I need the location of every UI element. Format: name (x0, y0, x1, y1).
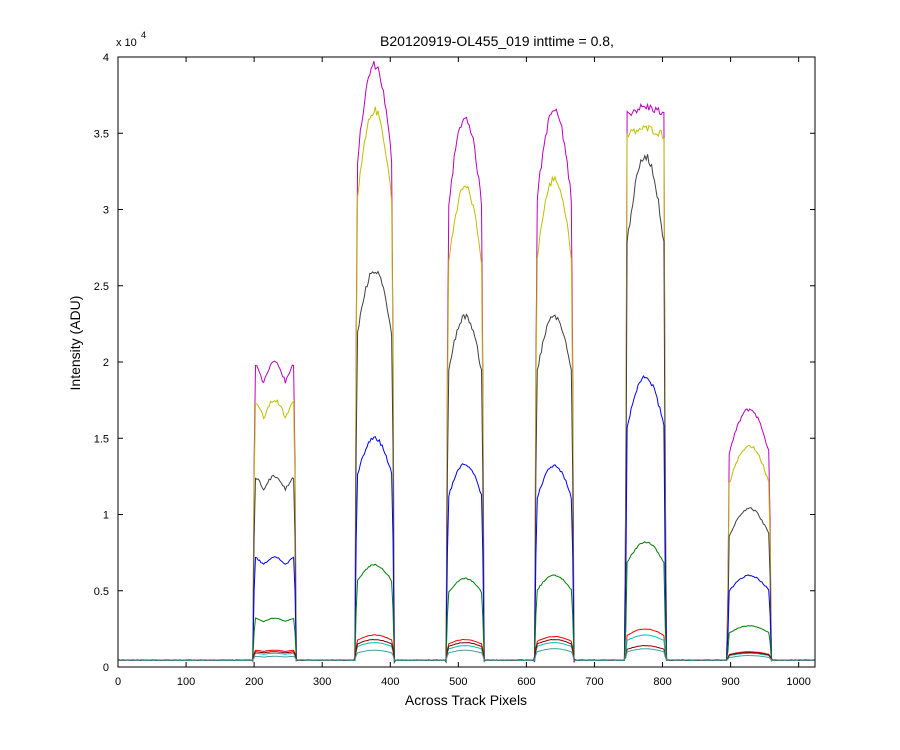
x-tick-label: 500 (449, 676, 467, 688)
y-ticks: 0 0.5 1 1.5 2 2.5 3 3.5 4 (94, 52, 815, 674)
x-tick-label: 0 (115, 676, 121, 688)
y-tick-label: 1 (103, 510, 109, 522)
x-tick-label: 100 (177, 676, 195, 688)
x-axis-label: Across Track Pixels (405, 692, 527, 708)
y-multiplier: x 10 (116, 37, 137, 49)
x-tick-label: 700 (585, 676, 603, 688)
x-tick-label: 300 (313, 676, 331, 688)
x-tick-label: 900 (721, 676, 739, 688)
y-tick-label: 2.5 (94, 281, 109, 293)
y-multiplier-exponent: 4 (141, 30, 146, 40)
y-tick-label: 0.5 (94, 586, 109, 598)
series-layer (117, 60, 816, 665)
y-tick-label: 1.5 (94, 433, 109, 445)
x-ticks: 0 100 200 300 400 500 600 700 800 900 1000 (115, 57, 811, 688)
x-tick-label: 200 (245, 676, 263, 688)
x-tick-label: 400 (381, 676, 399, 688)
x-tick-label: 800 (653, 676, 671, 688)
y-tick-label: 3.5 (94, 128, 109, 140)
plot-area (117, 56, 816, 668)
y-axis-label: Intensity (ADU) (67, 296, 83, 391)
y-tick-label: 4 (103, 52, 109, 64)
chart-title: B20120919-OL455_019 inttime = 0.8, (380, 33, 614, 49)
y-tick-label: 2 (103, 357, 109, 369)
series-line (118, 648, 815, 661)
axes-background (118, 57, 815, 667)
y-tick-label: 0 (103, 662, 109, 674)
x-tick-label: 600 (517, 676, 535, 688)
x-tick-label: 1000 (786, 676, 810, 688)
y-tick-label: 3 (103, 205, 109, 217)
